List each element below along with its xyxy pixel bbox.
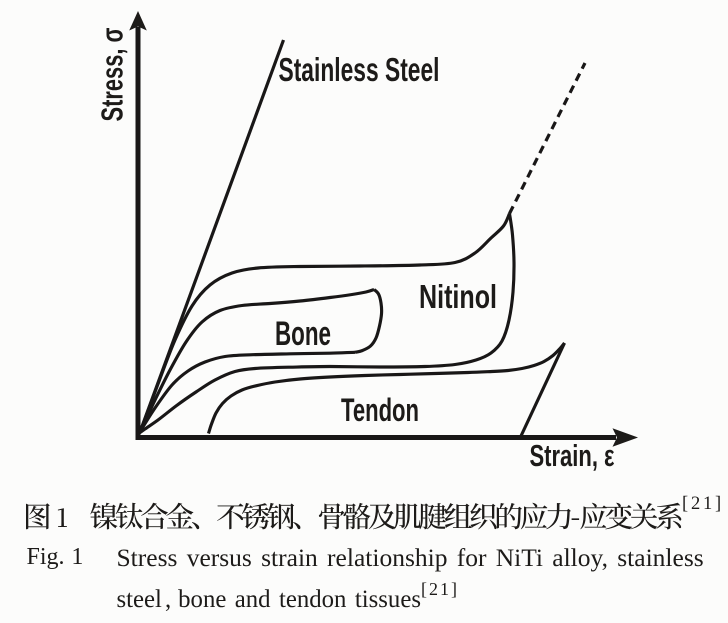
svg-text:Nitinol: Nitinol: [419, 279, 497, 316]
svg-text:Bone: Bone: [275, 315, 331, 353]
svg-text:Stress, σ: Stress, σ: [95, 28, 130, 122]
svg-text:Tendon: Tendon: [341, 392, 419, 428]
svg-text:Stainless Steel: Stainless Steel: [279, 51, 440, 88]
svg-text:Strain, ε: Strain, ε: [530, 438, 615, 473]
svg-text:[21]: [21]: [682, 494, 724, 514]
